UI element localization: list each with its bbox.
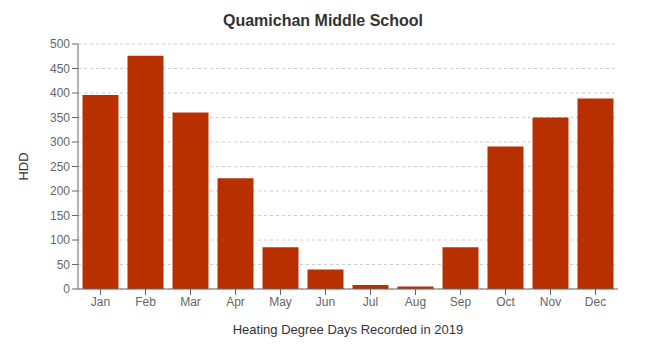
svg-text:Mar: Mar [180,295,201,309]
svg-text:Jan: Jan [91,295,110,309]
svg-text:500: 500 [50,37,70,51]
svg-text:Oct: Oct [496,295,515,309]
svg-text:Jun: Jun [316,295,335,309]
svg-text:250: 250 [50,160,70,174]
svg-text:Sep: Sep [450,295,472,309]
svg-text:Apr: Apr [226,295,245,309]
svg-text:HDD: HDD [16,152,31,180]
svg-text:Feb: Feb [135,295,156,309]
svg-text:200: 200 [50,184,70,198]
svg-text:Aug: Aug [405,295,426,309]
svg-text:400: 400 [50,86,70,100]
svg-text:450: 450 [50,62,70,76]
svg-text:Dec: Dec [585,295,606,309]
svg-text:300: 300 [50,135,70,149]
svg-text:Jul: Jul [363,295,378,309]
svg-text:0: 0 [63,282,70,296]
svg-text:May: May [269,295,292,309]
svg-text:Nov: Nov [540,295,561,309]
svg-text:350: 350 [50,111,70,125]
svg-text:Heating Degree Days Recorded i: Heating Degree Days Recorded in 2019 [233,322,464,337]
svg-text:100: 100 [50,233,70,247]
svg-text:50: 50 [57,258,71,272]
svg-text:150: 150 [50,209,70,223]
html-text:Quamichan Middle School: Quamichan Middle School [223,12,423,29]
